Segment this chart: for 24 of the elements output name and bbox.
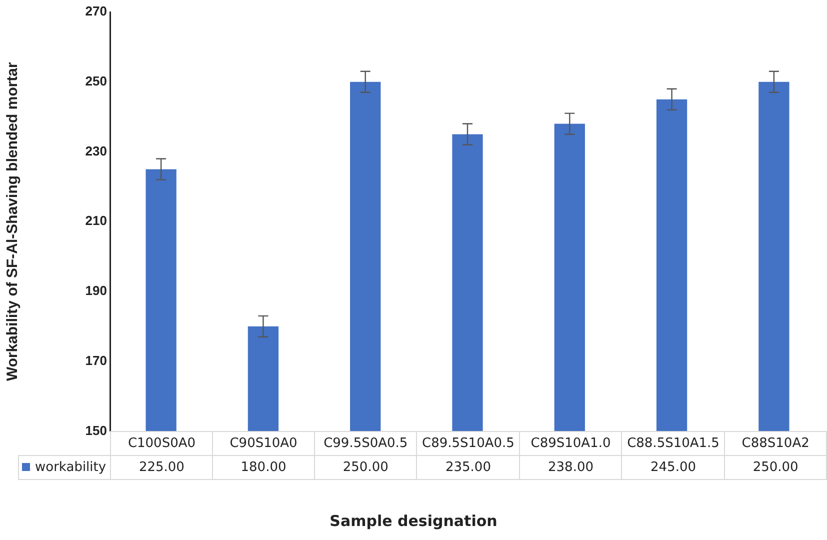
x-tick-label: C88S10A2 — [724, 432, 826, 456]
y-tick-label: 170 — [85, 352, 107, 368]
data-label: 250.00 — [314, 456, 417, 480]
x-tick-label: C100S0A0 — [110, 432, 213, 456]
data-label: 250.00 — [724, 456, 826, 480]
x-tick-label: C89S10A1.0 — [520, 432, 622, 456]
data-label: 245.00 — [622, 456, 725, 480]
data-label: 180.00 — [212, 456, 314, 480]
y-tick-label: 190 — [85, 283, 107, 298]
legend-label: workability — [18, 456, 111, 480]
data-label: 238.00 — [520, 456, 622, 480]
x-tick-label: C88.5S10A1.5 — [622, 432, 725, 456]
y-tick-label: 250 — [85, 73, 107, 88]
y-tick-label: 230 — [85, 143, 107, 158]
y-axis-title: Workability of SF-Al-Shaving blended mortar — [4, 62, 22, 382]
y-tick-label: 150 — [85, 422, 107, 438]
data-label: 225.00 — [110, 456, 213, 480]
x-tick-label: C89.5S10A0.5 — [416, 432, 520, 456]
x-axis-title: Sample designation — [328, 512, 498, 530]
x-tick-label: C90S10A0 — [212, 432, 314, 456]
x-tick-label: C99.5S0A0.5 — [314, 432, 417, 456]
y-tick-label: 270 — [85, 4, 107, 19]
y-tick-label: 210 — [85, 213, 107, 228]
data-label: 235.00 — [416, 456, 520, 480]
